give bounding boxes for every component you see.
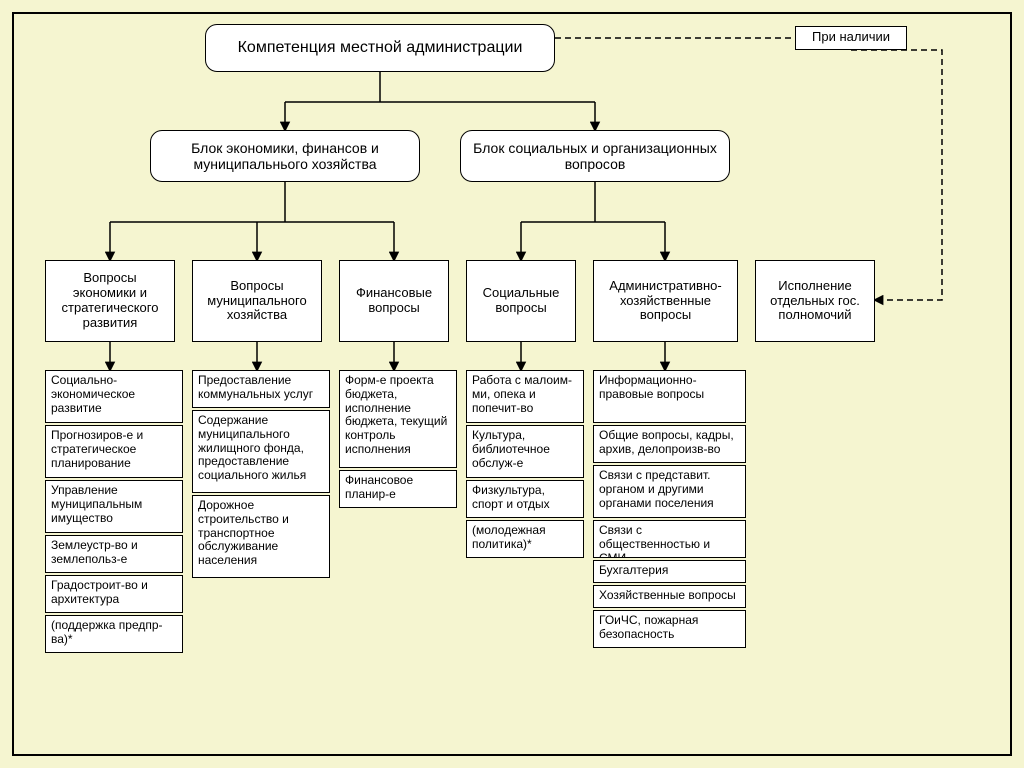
item-2-0: Форм-е проекта бюджета, исполнение бюдже…	[339, 370, 457, 468]
item-1-0: Предоставление коммунальных услуг	[192, 370, 330, 408]
item-1-1: Содержание муниципального жилищного фонд…	[192, 410, 330, 493]
item-0-0: Социально-экономическое развитие	[45, 370, 183, 423]
item-3-1: Культура, библиотечное обслуж-е	[466, 425, 584, 478]
sub-node-4: Административно-хозяйственные вопросы	[593, 260, 738, 342]
root-node: Компетенция местной администрации	[205, 24, 555, 72]
item-0-1: Прогнозиров-е и стратегическое планирова…	[45, 425, 183, 478]
sub-node-2: Финансовые вопросы	[339, 260, 449, 342]
item-4-4: Бухгалтерия	[593, 560, 746, 583]
item-0-5: (поддержка предпр-ва)*	[45, 615, 183, 653]
sub-node-1: Вопросы муниципального хозяйства	[192, 260, 322, 342]
sub-node-3: Социальные вопросы	[466, 260, 576, 342]
item-3-3: (молодежная политика)*	[466, 520, 584, 558]
extra-condition-label: При наличии	[795, 26, 907, 50]
item-3-2: Физкультура, спорт и отдых	[466, 480, 584, 518]
sub-node-5: Исполнение отдельных гос. полномочий	[755, 260, 875, 342]
diagram-canvas: Компетенция местной администрации При нал…	[0, 0, 1024, 768]
item-4-1: Общие вопросы, кадры, архив, делопроизв-…	[593, 425, 746, 463]
item-4-0: Информационно-правовые вопросы	[593, 370, 746, 423]
item-4-2: Связи с представит. органом и другими ор…	[593, 465, 746, 518]
item-0-4: Градостроит-во и архитектура	[45, 575, 183, 613]
block-node-1: Блок социальных и организационных вопрос…	[460, 130, 730, 182]
block-node-0: Блок экономики, финансов и муниципальньо…	[150, 130, 420, 182]
sub-node-0: Вопросы экономики и стратегического разв…	[45, 260, 175, 342]
item-4-3: Связи с общественностью и СМИ	[593, 520, 746, 558]
item-2-1: Финансовое планир-е	[339, 470, 457, 508]
item-1-2: Дорожное строительство и транспортное об…	[192, 495, 330, 578]
item-0-2: Управление муниципальным имущество	[45, 480, 183, 533]
item-3-0: Работа с малоим-ми, опека и попечит-во	[466, 370, 584, 423]
item-4-6: ГОиЧС, пожарная безопасность	[593, 610, 746, 648]
item-0-3: Землеустр-во и землепольз-е	[45, 535, 183, 573]
item-4-5: Хозяйственные вопросы	[593, 585, 746, 608]
